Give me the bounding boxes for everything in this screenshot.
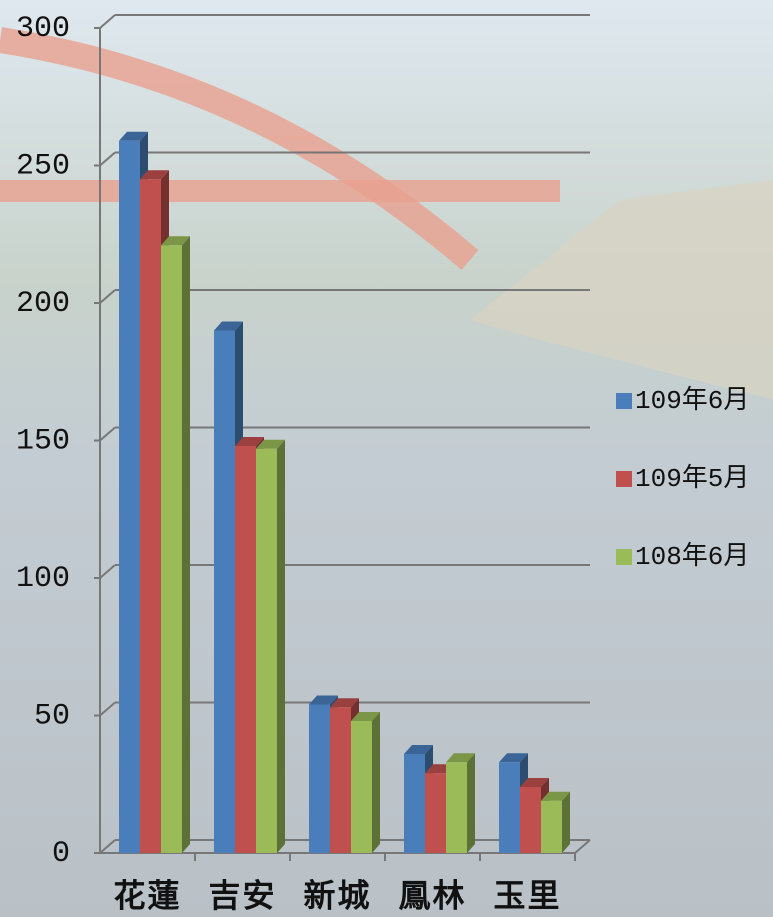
legend-label: 108年6月 [635, 541, 749, 572]
bar-top [330, 698, 359, 708]
y-tick-label: 200 [16, 287, 70, 321]
bar-top [140, 170, 169, 180]
bar [425, 773, 446, 853]
grid-line [99, 839, 116, 854]
bar [541, 800, 562, 853]
bar [520, 787, 541, 853]
bar-top [214, 321, 243, 331]
y-tick-label: 0 [52, 837, 70, 871]
bar [119, 140, 140, 853]
bar-top [499, 753, 528, 763]
bar-side [467, 753, 475, 853]
y-tick-label: 250 [16, 149, 70, 183]
grid-line [99, 564, 116, 579]
x-tick-label: 吉安 [208, 877, 276, 915]
bar-top [404, 745, 433, 754]
bar-top [351, 712, 380, 721]
grid-line [99, 289, 116, 304]
x-tick-label: 鳳林 [398, 877, 466, 915]
legend-label: 109年6月 [635, 385, 749, 416]
bar [161, 245, 182, 853]
bar-top [235, 437, 264, 446]
axis-line [574, 839, 591, 854]
legend-label: 109年5月 [635, 463, 749, 494]
grid-line [99, 426, 116, 442]
grid-line [99, 151, 116, 167]
bar-top [119, 131, 148, 141]
x-tick-label: 新城 [303, 877, 371, 915]
legend-swatch [616, 393, 632, 409]
bar-top [309, 695, 338, 705]
x-tick-label: 花蓮 [113, 877, 181, 915]
bar-top [161, 236, 190, 246]
bar-top [446, 753, 475, 763]
bar-top [520, 778, 549, 787]
bar-top [256, 439, 285, 449]
background-bridge [0, 27, 479, 270]
background-hill [470, 180, 773, 400]
bar [214, 330, 235, 853]
legend-swatch [616, 471, 632, 487]
bar [404, 754, 425, 853]
bar-top [541, 791, 570, 801]
bar [309, 704, 330, 853]
y-tick-label: 50 [34, 699, 70, 733]
y-tick-label: 150 [16, 424, 70, 458]
bar [235, 446, 256, 853]
y-tick-label: 300 [16, 12, 70, 46]
legend-swatch [616, 549, 632, 565]
grid-line [99, 701, 116, 717]
grid-line [99, 14, 116, 29]
bar [330, 707, 351, 853]
bar [351, 721, 372, 853]
bar-side [562, 791, 570, 853]
bar [446, 762, 467, 853]
background-bridge-deck [0, 180, 560, 202]
x-tick-label: 玉里 [493, 877, 561, 915]
bar [140, 179, 161, 853]
bar [256, 448, 277, 853]
bar-side [277, 439, 285, 853]
bar-side [372, 712, 380, 853]
y-tick-label: 100 [16, 562, 70, 596]
bar-side [182, 236, 190, 853]
bar [499, 762, 520, 853]
